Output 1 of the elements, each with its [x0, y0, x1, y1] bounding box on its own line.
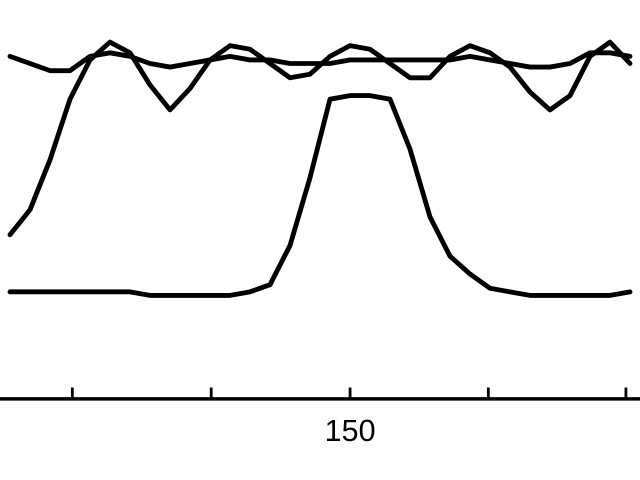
text: 150: [326, 420, 374, 442]
